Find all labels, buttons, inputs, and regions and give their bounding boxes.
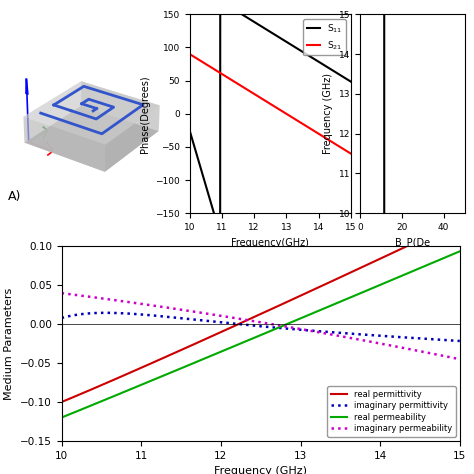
X-axis label: Frequency (GHz): Frequency (GHz) [214, 466, 307, 474]
imaginary permeability [332, 332, 338, 338]
Text: (C): (C) [402, 258, 423, 272]
real permittivity [100, 382, 105, 388]
Line: imaginary permittivity: imaginary permittivity [62, 313, 460, 341]
imaginary permeability [100, 296, 105, 301]
real permeability [457, 248, 463, 254]
real permittivity [332, 277, 338, 283]
imaginary permittivity [333, 330, 338, 336]
imaginary permeability [220, 313, 226, 319]
imaginary permittivity [377, 333, 383, 338]
real permittivity [457, 219, 463, 224]
imaginary permeability [234, 316, 240, 321]
imaginary permeability [457, 356, 463, 362]
Y-axis label: Frequency (GHz): Frequency (GHz) [323, 73, 334, 154]
real permittivity [376, 256, 382, 262]
real permeability [100, 398, 105, 404]
Text: A): A) [8, 191, 21, 203]
imaginary permittivity [370, 332, 375, 338]
imaginary permeability [59, 290, 64, 296]
Y-axis label: Phase(Degrees): Phase(Degrees) [139, 75, 150, 153]
real permittivity [369, 260, 375, 265]
Y-axis label: Medium Parameters: Medium Parameters [4, 288, 15, 400]
imaginary permittivity [457, 338, 463, 344]
Text: (B): (B) [260, 258, 280, 272]
X-axis label: B_P(De: B_P(De [395, 237, 430, 248]
imaginary permittivity [235, 321, 240, 327]
real permeability [369, 285, 375, 291]
imaginary permittivity [220, 320, 226, 326]
imaginary permittivity [100, 310, 105, 316]
real permeability [234, 342, 240, 348]
Legend: real permittivity, imaginary permittivity, real permeability, imaginary permeabi: real permittivity, imaginary permittivit… [328, 386, 456, 437]
real permeability [376, 283, 382, 288]
Line: imaginary permeability: imaginary permeability [62, 293, 460, 359]
Legend: S$_{11}$, S$_{21}$: S$_{11}$, S$_{21}$ [303, 19, 346, 55]
imaginary permittivity [103, 310, 109, 316]
real permeability [332, 301, 338, 307]
X-axis label: Frequency(GHz): Frequency(GHz) [231, 237, 309, 247]
Line: real permittivity: real permittivity [62, 221, 460, 402]
imaginary permittivity [59, 315, 64, 321]
imaginary permeability [376, 340, 382, 346]
real permeability [220, 348, 226, 354]
real permittivity [234, 322, 240, 328]
real permeability [59, 415, 64, 420]
real permittivity [220, 328, 226, 334]
imaginary permeability [369, 339, 375, 345]
Line: real permeability: real permeability [62, 251, 460, 418]
real permittivity [59, 399, 64, 405]
